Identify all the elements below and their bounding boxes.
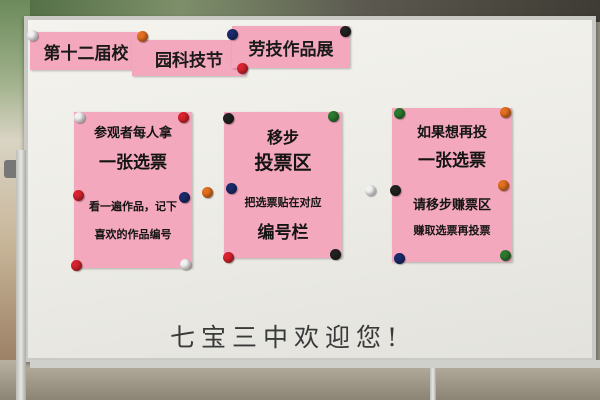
sign-center-line3: 把选票贴在对应 bbox=[244, 196, 322, 209]
stand-knob bbox=[4, 160, 18, 178]
magnet-white bbox=[27, 30, 38, 41]
sign-left-line1: 参观者每人拿 bbox=[93, 126, 172, 141]
magnet-red bbox=[178, 112, 189, 123]
magnet-red bbox=[223, 252, 234, 263]
magnet-blue bbox=[226, 183, 237, 194]
magnet-blue bbox=[179, 192, 190, 203]
magnet-orange bbox=[498, 180, 509, 191]
magnet-black bbox=[340, 26, 351, 37]
magnet-green bbox=[394, 108, 405, 119]
sign-right-line2: 一张选票 bbox=[418, 151, 486, 171]
sign-voting-area: 移步 投票区 把选票贴在对应 编号栏 bbox=[224, 112, 342, 258]
sign-left-line2: 一张选票 bbox=[99, 153, 167, 173]
magnet-red bbox=[73, 190, 84, 201]
magnet-red bbox=[237, 63, 248, 74]
sign-right-line4: 赚取选票再投票 bbox=[413, 224, 491, 237]
board-tray bbox=[30, 360, 600, 368]
banner-part-3: 劳技作品展 bbox=[232, 26, 350, 68]
magnet-green bbox=[328, 111, 339, 122]
magnet-white bbox=[180, 259, 191, 270]
stand-leg-right bbox=[430, 368, 436, 400]
sign-earn-votes: 如果想再投 一张选票 请移步赚票区 赚取选票再投票 bbox=[392, 108, 512, 262]
banner-part-2: 园科技节 bbox=[132, 40, 246, 76]
sign-center-line2: 投票区 bbox=[254, 152, 312, 174]
banner-part-1: 第十二届校 bbox=[30, 32, 142, 70]
magnet-black bbox=[330, 249, 341, 260]
sign-right-line3: 请移步赚票区 bbox=[412, 198, 491, 213]
sign-left-line3: 看一遍作品，记下 bbox=[89, 200, 177, 213]
sign-right-line1: 如果想再投 bbox=[417, 125, 487, 141]
magnet-orange bbox=[202, 187, 213, 198]
sign-left-line4: 喜欢的作品编号 bbox=[94, 228, 172, 241]
magnet-orange bbox=[137, 31, 148, 42]
magnet-orange bbox=[500, 107, 511, 118]
sign-center-line1: 移步 bbox=[266, 128, 299, 147]
magnet-white bbox=[74, 112, 85, 123]
magnet-green bbox=[500, 250, 511, 261]
sign-voting-instructions: 参观者每人拿 一张选票 看一遍作品，记下 喜欢的作品编号 bbox=[74, 112, 192, 268]
magnet-black bbox=[223, 113, 234, 124]
magnet-red bbox=[71, 260, 82, 271]
stand-leg-left bbox=[16, 150, 26, 400]
handwritten-welcome: 七宝三中欢迎您! bbox=[170, 323, 404, 352]
magnet-blue bbox=[227, 29, 238, 40]
magnet-blue bbox=[394, 253, 405, 264]
sign-center-line4: 编号栏 bbox=[257, 223, 309, 243]
magnet-white bbox=[365, 185, 376, 196]
magnet-black bbox=[390, 185, 401, 196]
